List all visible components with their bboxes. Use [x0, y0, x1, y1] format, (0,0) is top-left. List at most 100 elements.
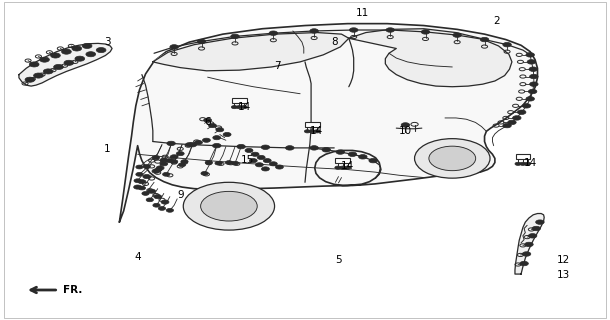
Circle shape	[152, 169, 160, 173]
Circle shape	[183, 182, 274, 230]
Circle shape	[138, 180, 146, 184]
Circle shape	[528, 89, 537, 94]
Circle shape	[520, 162, 526, 165]
Circle shape	[159, 206, 166, 210]
Circle shape	[34, 73, 43, 78]
Text: 14: 14	[523, 158, 537, 168]
Circle shape	[241, 106, 247, 109]
Circle shape	[536, 220, 544, 224]
Circle shape	[29, 62, 39, 67]
Polygon shape	[153, 33, 349, 71]
Text: 14: 14	[309, 126, 323, 136]
Circle shape	[160, 158, 168, 162]
Circle shape	[25, 77, 35, 82]
Circle shape	[203, 138, 210, 142]
Circle shape	[249, 159, 257, 163]
Circle shape	[285, 146, 294, 150]
Text: 6: 6	[204, 117, 211, 127]
Circle shape	[231, 106, 237, 109]
Circle shape	[205, 161, 212, 164]
Circle shape	[82, 44, 92, 49]
Circle shape	[310, 29, 318, 33]
Circle shape	[156, 166, 164, 170]
Circle shape	[167, 141, 175, 146]
Circle shape	[322, 148, 331, 152]
Circle shape	[153, 203, 160, 207]
Circle shape	[522, 104, 531, 108]
Circle shape	[515, 162, 521, 165]
Circle shape	[276, 165, 284, 169]
Polygon shape	[515, 213, 544, 274]
Text: 10: 10	[399, 126, 412, 136]
Circle shape	[134, 185, 142, 189]
Circle shape	[143, 174, 151, 179]
Circle shape	[526, 97, 534, 101]
Circle shape	[201, 172, 208, 175]
Circle shape	[134, 179, 142, 183]
Circle shape	[43, 69, 53, 74]
Circle shape	[350, 28, 358, 32]
Circle shape	[453, 33, 461, 37]
Circle shape	[309, 130, 315, 133]
Circle shape	[251, 152, 259, 156]
Circle shape	[386, 28, 395, 32]
Circle shape	[336, 150, 345, 154]
Circle shape	[167, 208, 173, 212]
Circle shape	[527, 60, 536, 64]
Text: FR.: FR.	[63, 285, 82, 295]
Circle shape	[146, 198, 154, 202]
Circle shape	[508, 120, 516, 124]
Circle shape	[148, 189, 156, 193]
Bar	[232, 98, 246, 103]
Bar	[305, 122, 320, 127]
Circle shape	[340, 166, 346, 169]
Circle shape	[262, 167, 270, 171]
Text: 8: 8	[331, 37, 337, 47]
Circle shape	[188, 142, 196, 147]
Circle shape	[170, 155, 178, 159]
Circle shape	[529, 74, 538, 79]
Text: 13: 13	[557, 270, 570, 280]
Circle shape	[213, 136, 221, 140]
Circle shape	[178, 163, 185, 167]
Circle shape	[204, 118, 212, 122]
Circle shape	[245, 148, 253, 153]
Circle shape	[517, 110, 526, 115]
Circle shape	[185, 143, 193, 147]
Circle shape	[40, 57, 49, 62]
Circle shape	[216, 128, 224, 132]
Circle shape	[369, 158, 378, 163]
Circle shape	[345, 166, 351, 169]
Circle shape	[256, 163, 264, 167]
Circle shape	[223, 132, 231, 137]
Text: 15: 15	[240, 155, 254, 165]
Text: 1: 1	[104, 144, 110, 154]
Circle shape	[480, 37, 489, 42]
Circle shape	[166, 159, 174, 163]
Circle shape	[525, 242, 533, 247]
Text: 4: 4	[134, 252, 141, 262]
Circle shape	[197, 39, 206, 44]
Circle shape	[75, 56, 85, 61]
Circle shape	[138, 186, 146, 190]
Text: 12: 12	[557, 255, 570, 265]
Circle shape	[154, 195, 162, 199]
Circle shape	[359, 155, 367, 159]
Text: 9: 9	[177, 190, 184, 200]
Circle shape	[503, 123, 511, 128]
Text: 3: 3	[104, 37, 110, 47]
Circle shape	[62, 49, 71, 54]
Circle shape	[225, 161, 232, 164]
Circle shape	[170, 45, 178, 49]
Circle shape	[335, 166, 341, 169]
Circle shape	[231, 34, 239, 39]
Text: 5: 5	[335, 255, 342, 265]
Circle shape	[503, 43, 511, 47]
Circle shape	[528, 234, 537, 238]
Circle shape	[522, 252, 531, 256]
Text: 14: 14	[341, 161, 354, 172]
Circle shape	[72, 46, 82, 51]
Circle shape	[401, 123, 410, 127]
Circle shape	[161, 200, 169, 204]
Circle shape	[261, 145, 270, 149]
